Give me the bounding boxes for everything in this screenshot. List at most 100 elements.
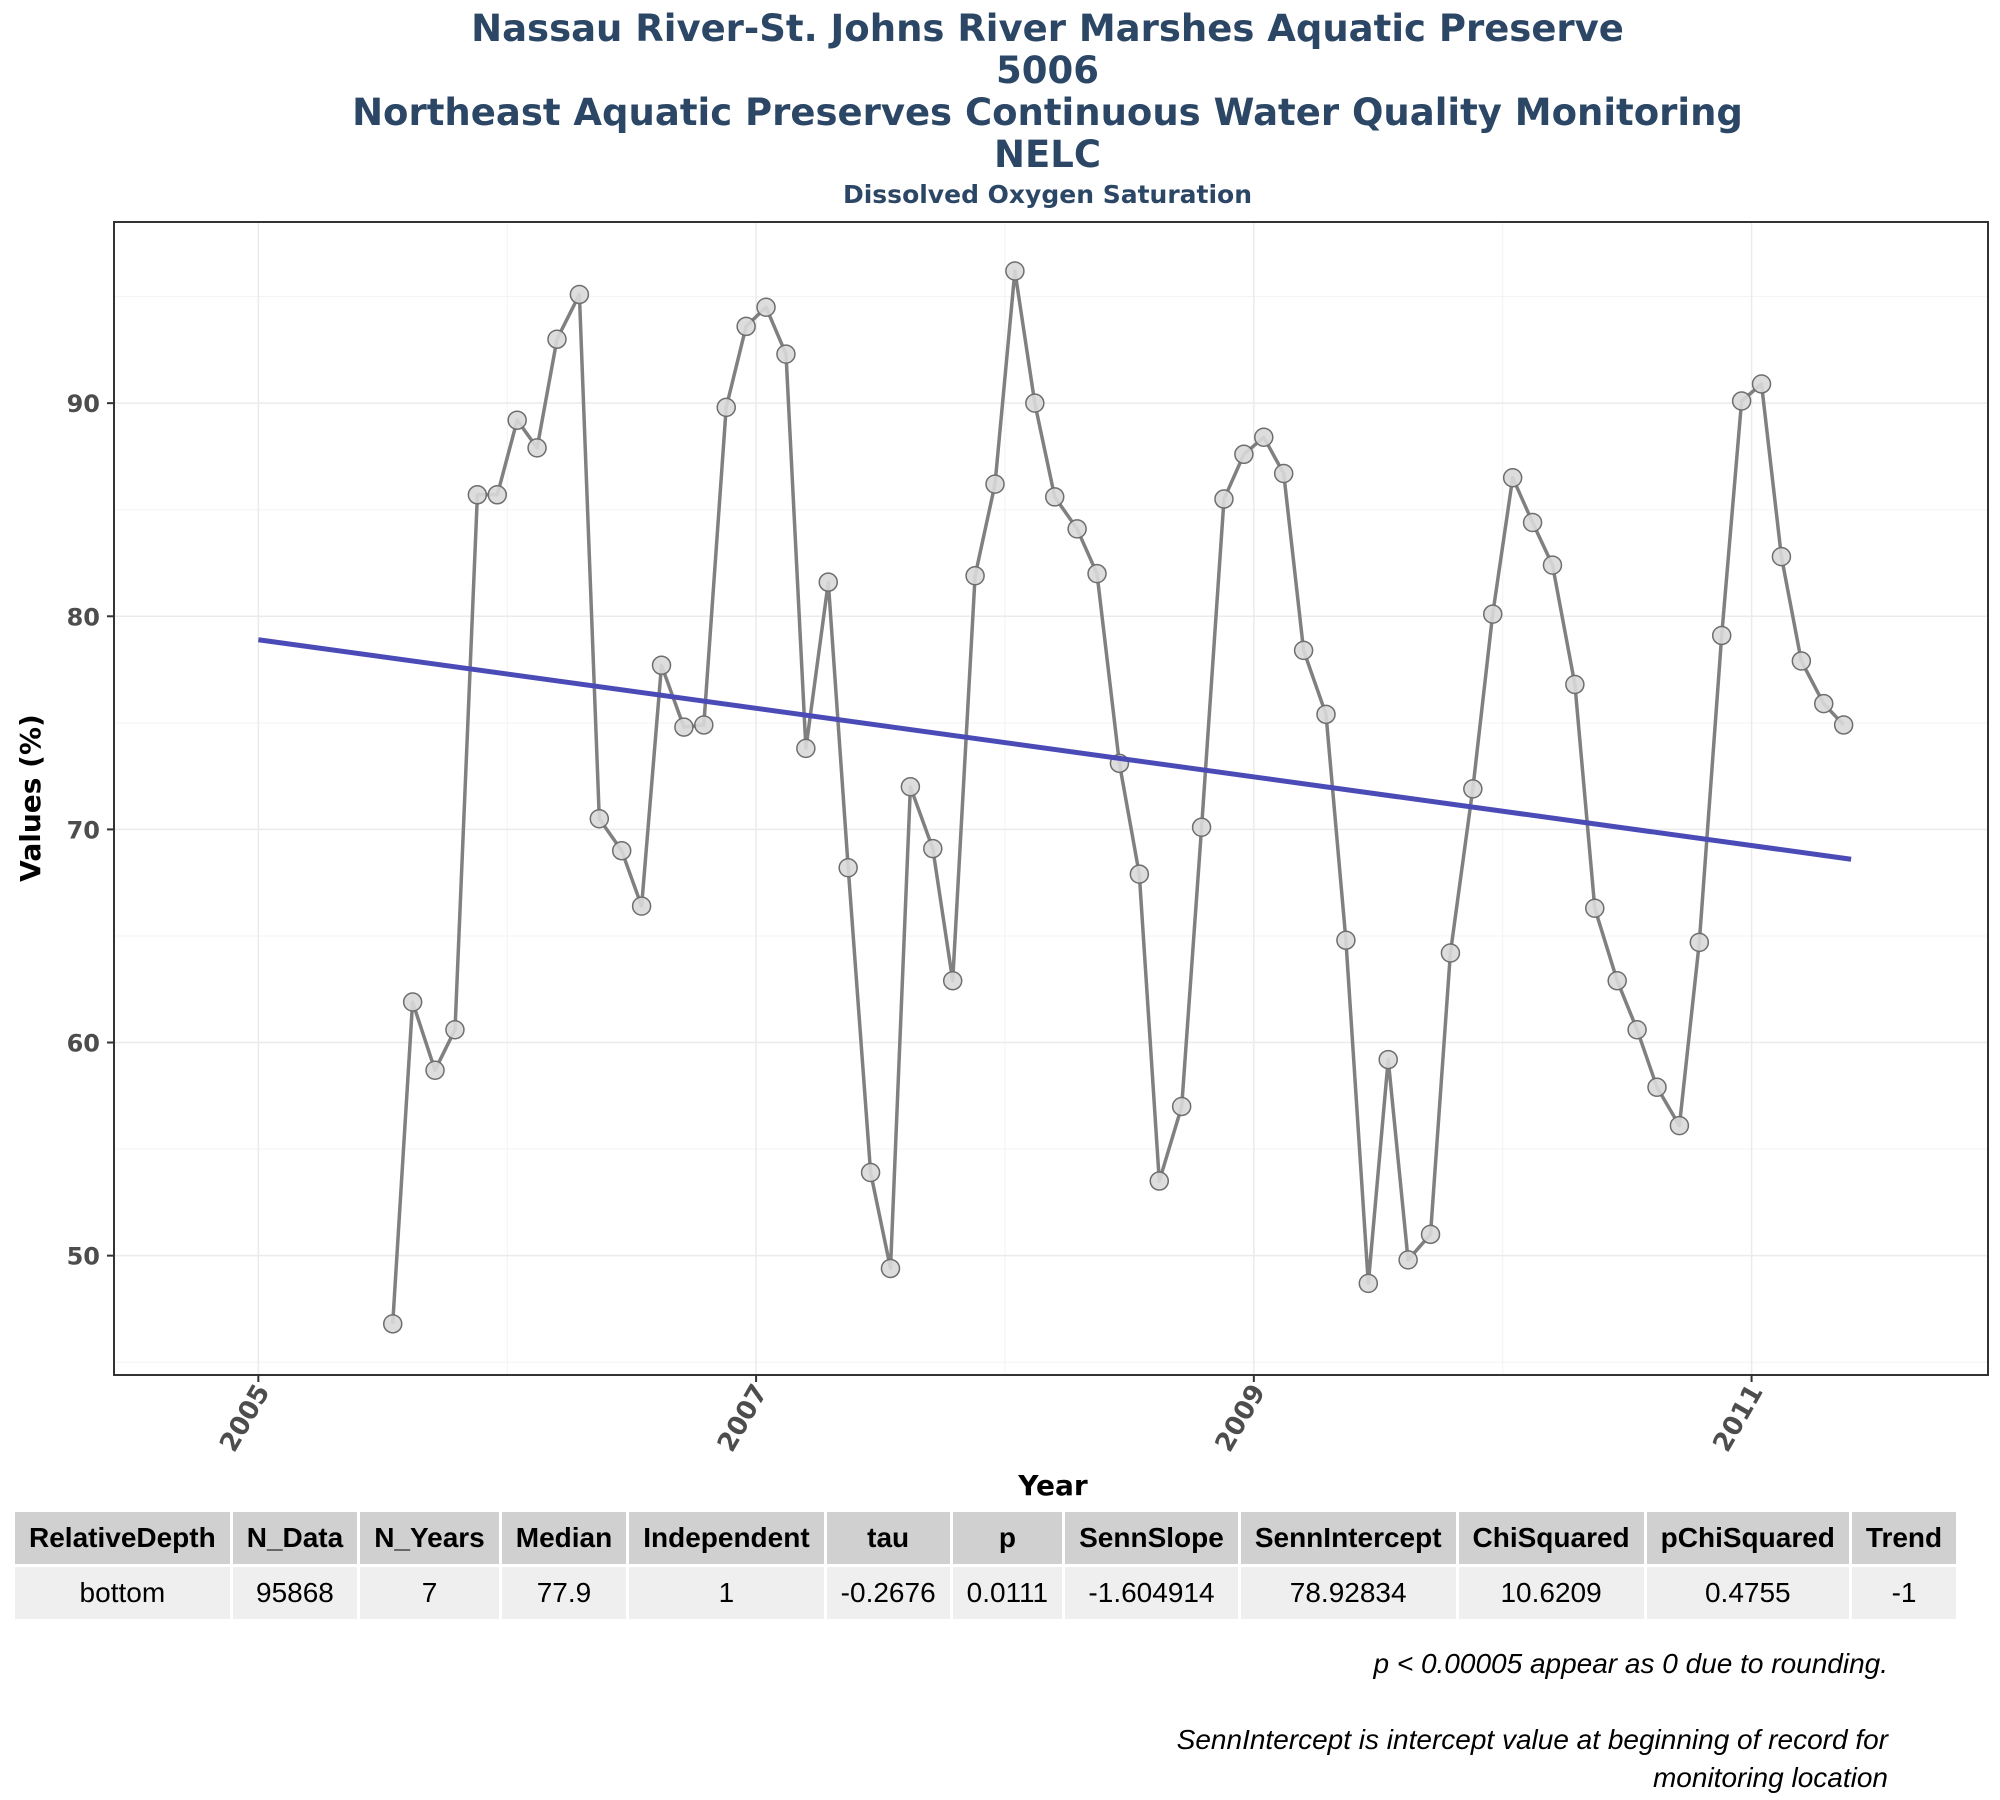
data-point	[611, 840, 632, 861]
data-point	[1565, 674, 1585, 695]
footnote-intercept: SennIntercept is intercept value at begi…	[1176, 1724, 1888, 1793]
data-point	[1254, 427, 1274, 448]
data-point	[736, 316, 756, 337]
table-header-cell: SennSlope	[1063, 1512, 1241, 1567]
data-point	[1482, 604, 1503, 624]
table-header-cell: Median	[500, 1512, 630, 1567]
table-header-cell: Independent	[627, 1512, 827, 1567]
data-point	[425, 1060, 445, 1080]
x-tick-label: 2005	[214, 1380, 276, 1458]
trend-layer	[258, 637, 1852, 862]
y-tick-label: 50	[67, 1243, 100, 1271]
data-point	[965, 566, 985, 586]
data-point	[1669, 1115, 1690, 1136]
data-point	[1627, 1019, 1647, 1040]
data-point	[1689, 932, 1710, 953]
data-point	[487, 485, 508, 505]
table-cell: 0.4755	[1645, 1565, 1852, 1619]
data-point	[1607, 970, 1627, 991]
data-point	[756, 297, 776, 317]
data-point	[1833, 715, 1854, 735]
data-point	[923, 838, 943, 859]
data-point	[985, 474, 1005, 494]
plot-border	[113, 221, 1989, 1376]
data-point	[467, 485, 488, 505]
data-point	[1293, 640, 1314, 661]
data-point	[1214, 489, 1234, 509]
table-header-cell: RelativeDepth	[15, 1512, 233, 1567]
chart-canvas: 50 60 70 80 90 2005 2007 2009 2011 Year Values (…	[14, 221, 1989, 1500]
table-cell: 10.6209	[1457, 1565, 1647, 1619]
data-point	[838, 858, 858, 878]
x-tick-label: 2011	[1707, 1380, 1769, 1458]
y-tick-label: 90	[67, 390, 100, 418]
data-point	[880, 1258, 901, 1279]
table-cell: 7	[358, 1565, 502, 1619]
table-header-cell: p	[951, 1512, 1066, 1567]
data-point	[694, 715, 714, 735]
data-point	[1067, 519, 1087, 539]
data-point	[547, 329, 567, 349]
data-point	[1502, 467, 1523, 488]
data-point	[1731, 391, 1752, 411]
table-header-cell: N_Years	[358, 1512, 502, 1567]
data-point	[651, 655, 672, 676]
data-point	[1440, 943, 1461, 963]
data-point	[1005, 261, 1025, 281]
data-point	[1129, 864, 1150, 884]
statistics-table-header: RelativeDepth N_Data N_Years Median Independ…	[15, 1512, 1960, 1567]
data-point	[445, 1019, 465, 1040]
data-point	[589, 808, 610, 829]
y-tick-label: 70	[67, 816, 100, 844]
chart-title-line-1: Nassau River-St. Johns River Marshes Aqu…	[471, 7, 1624, 50]
data-point	[1234, 444, 1254, 465]
data-point	[382, 1314, 403, 1334]
x-tick-label: 2007	[712, 1380, 774, 1458]
data-point	[1711, 625, 1732, 646]
table-cell: 95868	[231, 1565, 361, 1619]
data-point	[1191, 817, 1212, 838]
series-layer	[382, 261, 1854, 1334]
y-axis-label: Values (%)	[14, 714, 47, 882]
data-point	[402, 992, 423, 1012]
table-cell: -1.604914	[1063, 1565, 1241, 1619]
footnote-rounding: p < 0.00005 appear as 0 due to rounding.	[1373, 1648, 1888, 1679]
data-point	[776, 344, 796, 364]
table-header-cell: tau	[825, 1512, 953, 1567]
chart-titles: Nassau River-St. Johns River Marshes Aqu…	[0, 8, 2000, 212]
data-point	[1358, 1273, 1379, 1294]
data-point	[818, 572, 839, 592]
data-point	[796, 738, 816, 759]
data-point	[1791, 651, 1812, 671]
x-axis-label: Year	[1017, 1469, 1088, 1500]
table-cell: bottom	[15, 1565, 233, 1619]
data-point	[1316, 704, 1336, 725]
data-point	[1336, 930, 1356, 950]
data-point	[900, 777, 921, 797]
data-point	[527, 438, 547, 458]
data-point	[1025, 393, 1045, 413]
x-tick-label: 2009	[1210, 1380, 1272, 1458]
data-point	[1044, 487, 1065, 507]
chart-subtitle: Dissolved Oxygen Saturation	[842, 180, 1253, 209]
data-point	[1273, 463, 1294, 484]
table-cell: -1	[1850, 1565, 1960, 1619]
chart-title-line-3: Northeast Aquatic Preserves Continuous W…	[352, 91, 1743, 134]
data-point	[1378, 1049, 1398, 1070]
table-header-cell: SennIntercept	[1239, 1512, 1459, 1567]
y-tick-label: 80	[67, 603, 100, 631]
table-cell: 0.0111	[951, 1565, 1066, 1619]
data-point	[631, 896, 652, 916]
data-point	[716, 397, 736, 418]
chart-title-line-4: NELC	[994, 133, 1101, 176]
plot-background	[114, 222, 1988, 1375]
table-cell: 78.92834	[1239, 1565, 1459, 1619]
data-point	[1171, 1096, 1192, 1117]
data-point	[1813, 693, 1834, 714]
chart-title-line-2: 5006	[996, 49, 1099, 92]
data-point	[942, 970, 963, 991]
statistics-table: RelativeDepth N_Data N_Years Median Independ…	[15, 1512, 1960, 1619]
grid-lines	[114, 222, 1988, 1375]
data-point	[1751, 374, 1772, 394]
data-point	[1585, 898, 1605, 919]
